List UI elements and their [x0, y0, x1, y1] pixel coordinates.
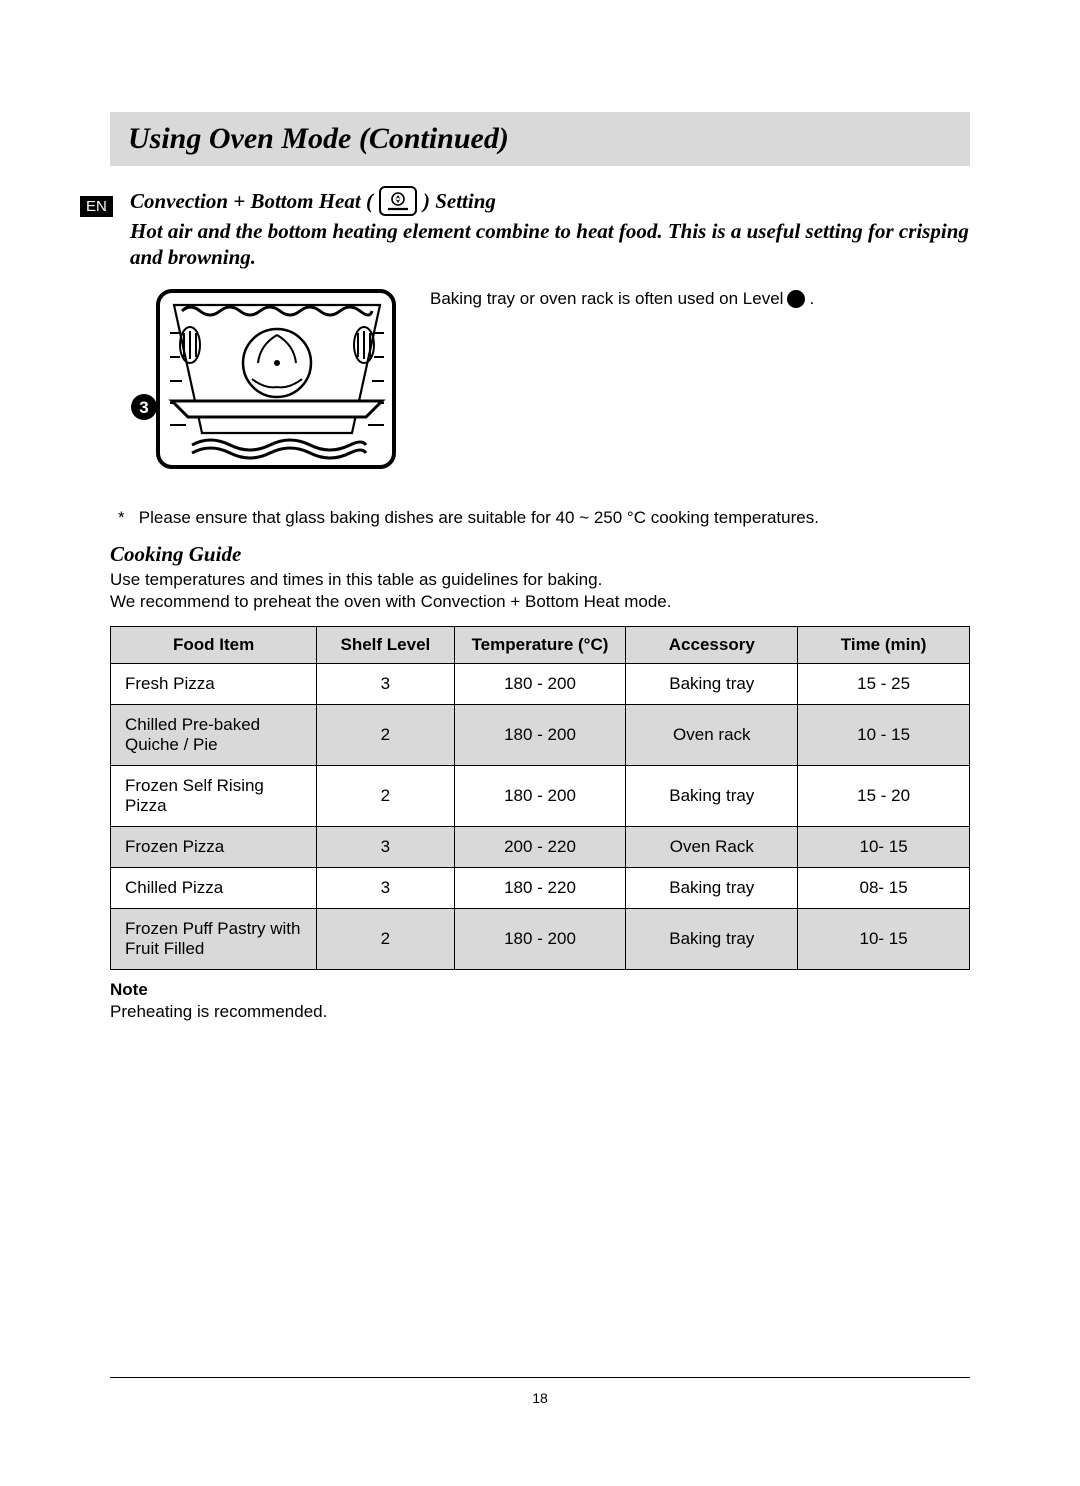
mode-description: Hot air and the bottom heating element c…: [130, 218, 970, 271]
level-dot-icon: [787, 290, 805, 308]
table-cell: Chilled Pre-baked Quiche / Pie: [111, 705, 317, 766]
table-cell: 180 - 200: [454, 766, 626, 827]
table-cell: 200 - 220: [454, 827, 626, 868]
table-cell: Baking tray: [626, 766, 798, 827]
table-cell: 10- 15: [798, 827, 970, 868]
convection-bottom-heat-icon: [379, 186, 417, 216]
table-cell: 15 - 25: [798, 664, 970, 705]
glass-dish-footnote: * Please ensure that glass baking dishes…: [118, 508, 970, 528]
table-cell: 180 - 220: [454, 868, 626, 909]
caption-after: .: [809, 289, 814, 309]
col-accessory: Accessory: [626, 627, 798, 664]
table-row: Frozen Self Rising Pizza2180 - 200Baking…: [111, 766, 970, 827]
table-cell: Fresh Pizza: [111, 664, 317, 705]
subheading-before: Convection + Bottom Heat (: [130, 189, 373, 214]
table-cell: 10- 15: [798, 909, 970, 970]
language-badge: EN: [80, 196, 113, 217]
oven-diagram: 3: [130, 285, 400, 480]
page-footer: 18: [110, 1377, 970, 1406]
col-temperature: Temperature (°C): [454, 627, 626, 664]
table-cell: 2: [317, 909, 454, 970]
intro-line-1: Use temperatures and times in this table…: [110, 569, 970, 592]
table-header-row: Food Item Shelf Level Temperature (°C) A…: [111, 627, 970, 664]
table-row: Frozen Puff Pastry with Fruit Filled2180…: [111, 909, 970, 970]
table-cell: Baking tray: [626, 664, 798, 705]
note-heading: Note: [110, 980, 970, 1000]
table-cell: Baking tray: [626, 909, 798, 970]
caption-before: Baking tray or oven rack is often used o…: [430, 289, 783, 309]
table-cell: 3: [317, 868, 454, 909]
table-cell: 08- 15: [798, 868, 970, 909]
table-row: Frozen Pizza3200 - 220Oven Rack10- 15: [111, 827, 970, 868]
subheading-after: ) Setting: [423, 189, 496, 214]
title-bar: Using Oven Mode (Continued): [110, 112, 970, 166]
page-title: Using Oven Mode (Continued): [128, 122, 952, 156]
col-food-item: Food Item: [111, 627, 317, 664]
table-cell: Frozen Pizza: [111, 827, 317, 868]
table-cell: 2: [317, 705, 454, 766]
table-cell: 10 - 15: [798, 705, 970, 766]
table-cell: 180 - 200: [454, 909, 626, 970]
level-badge-number: 3: [139, 398, 148, 417]
footnote-text: Please ensure that glass baking dishes a…: [139, 508, 819, 527]
note-body: Preheating is recommended.: [110, 1002, 970, 1022]
table-cell: 180 - 200: [454, 664, 626, 705]
table-row: Chilled Pre-baked Quiche / Pie2180 - 200…: [111, 705, 970, 766]
intro-line-2: We recommend to preheat the oven with Co…: [110, 591, 970, 614]
table-row: Chilled Pizza3180 - 220Baking tray08- 15: [111, 868, 970, 909]
table-cell: 180 - 200: [454, 705, 626, 766]
footnote-marker: *: [118, 508, 125, 527]
table-cell: Baking tray: [626, 868, 798, 909]
table-cell: Oven Rack: [626, 827, 798, 868]
col-shelf-level: Shelf Level: [317, 627, 454, 664]
cooking-guide-intro: Use temperatures and times in this table…: [110, 569, 970, 615]
col-time: Time (min): [798, 627, 970, 664]
table-cell: 15 - 20: [798, 766, 970, 827]
table-cell: 3: [317, 664, 454, 705]
mode-setting-heading: Convection + Bottom Heat ( ) Setting: [130, 186, 970, 216]
table-cell: Chilled Pizza: [111, 868, 317, 909]
cooking-guide-heading: Cooking Guide: [110, 542, 970, 567]
illustration-caption: Baking tray or oven rack is often used o…: [430, 285, 814, 309]
page-number: 18: [532, 1390, 548, 1406]
cooking-guide-table: Food Item Shelf Level Temperature (°C) A…: [110, 626, 970, 970]
table-row: Fresh Pizza3180 - 200Baking tray15 - 25: [111, 664, 970, 705]
table-cell: 3: [317, 827, 454, 868]
table-cell: Oven rack: [626, 705, 798, 766]
table-cell: 2: [317, 766, 454, 827]
table-cell: Frozen Puff Pastry with Fruit Filled: [111, 909, 317, 970]
table-cell: Frozen Self Rising Pizza: [111, 766, 317, 827]
